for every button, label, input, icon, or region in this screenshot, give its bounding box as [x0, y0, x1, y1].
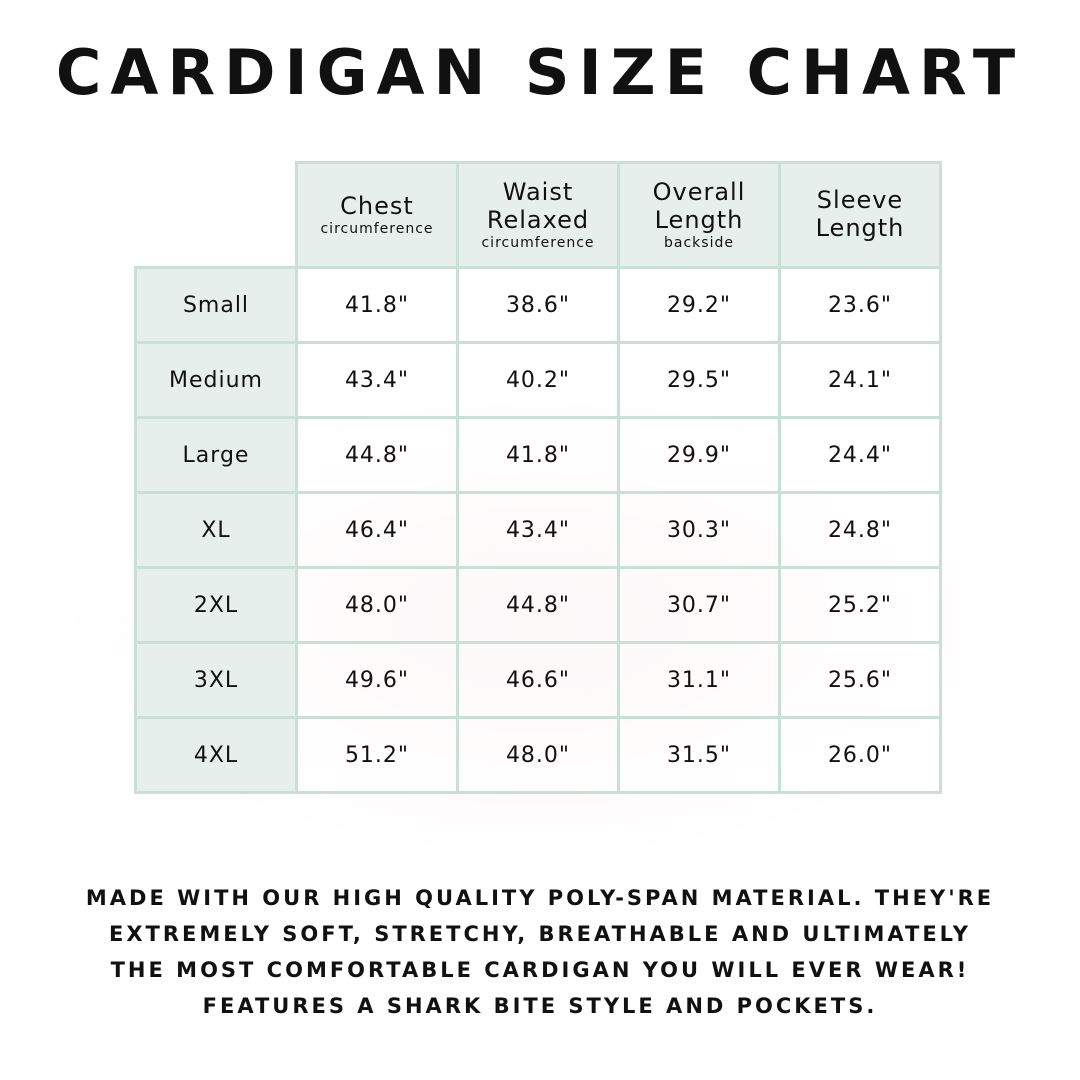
measurement-cell: 38.6" — [456, 266, 620, 344]
measurement-cell: 31.1" — [617, 641, 781, 719]
column-subtitle: backside — [664, 234, 734, 251]
size-label: Large — [134, 416, 298, 494]
size-label: XL — [134, 491, 298, 569]
measurement-cell: 29.5" — [617, 341, 781, 419]
description-line: FEATURES A SHARK BITE STYLE AND POCKETS. — [202, 994, 878, 1018]
column-header: Sleeve Length — [778, 161, 942, 269]
table-row: Medium 43.4" 40.2" 29.5" 24.1" — [134, 341, 942, 419]
measurement-cell: 29.2" — [617, 266, 781, 344]
corner-cell — [135, 162, 298, 269]
column-header: Waist Relaxed circumference — [456, 161, 620, 269]
measurement-cell: 31.5" — [617, 716, 781, 794]
table-row: 4XL 51.2" 48.0" 31.5" 26.0" — [134, 716, 942, 794]
column-title: Chest — [340, 192, 414, 221]
measurement-cell: 26.0" — [778, 716, 942, 794]
size-label: Small — [134, 266, 298, 344]
measurement-cell: 30.7" — [617, 566, 781, 644]
description: MADE WITH OUR HIGH QUALITY POLY-SPAN MAT… — [0, 880, 1080, 1024]
measurement-cell: 51.2" — [295, 716, 459, 794]
measurement-cell: 48.0" — [295, 566, 459, 644]
column-subtitle: circumference — [320, 220, 434, 237]
column-subtitle: circumference — [481, 234, 595, 251]
measurement-cell: 23.6" — [778, 266, 942, 344]
measurement-cell: 24.1" — [778, 341, 942, 419]
measurement-cell: 24.8" — [778, 491, 942, 569]
description-line: EXTREMELY SOFT, STRETCHY, BREATHABLE AND… — [109, 922, 971, 946]
measurement-cell: 48.0" — [456, 716, 620, 794]
measurement-cell: 25.2" — [778, 566, 942, 644]
measurement-cell: 44.8" — [295, 416, 459, 494]
column-title: Waist Relaxed — [486, 178, 590, 234]
measurement-cell: 30.3" — [617, 491, 781, 569]
measurement-cell: 41.8" — [295, 266, 459, 344]
measurement-cell: 29.9" — [617, 416, 781, 494]
header-row: Chest circumference Waist Relaxed circumfer… — [135, 161, 942, 269]
table-row: 3XL 49.6" 46.6" 31.1" 25.6" — [134, 641, 942, 719]
measurement-cell: 43.4" — [456, 491, 620, 569]
measurement-cell: 46.6" — [456, 641, 620, 719]
size-table: Chest circumference Waist Relaxed circumfer… — [134, 161, 942, 794]
measurement-cell: 24.4" — [778, 416, 942, 494]
column-header: Overall Length backside — [617, 161, 781, 269]
measurement-cell: 40.2" — [456, 341, 620, 419]
measurement-cell: 44.8" — [456, 566, 620, 644]
description-line: THE MOST COMFORTABLE CARDIGAN YOU WILL E… — [110, 958, 970, 982]
table-row: 2XL 48.0" 44.8" 30.7" 25.2" — [134, 566, 942, 644]
table-row: XL 46.4" 43.4" 30.3" 24.8" — [134, 491, 942, 569]
page-title: CARDIGAN SIZE CHART — [55, 36, 1025, 109]
measurement-cell: 43.4" — [295, 341, 459, 419]
column-title: Overall Length — [652, 178, 746, 234]
size-label: Medium — [134, 341, 298, 419]
measurement-cell: 46.4" — [295, 491, 459, 569]
column-title: Sleeve Length — [815, 186, 905, 242]
size-label: 3XL — [134, 641, 298, 719]
description-line: MADE WITH OUR HIGH QUALITY POLY-SPAN MAT… — [85, 886, 995, 910]
measurement-cell: 25.6" — [778, 641, 942, 719]
table-row: Small 41.8" 38.6" 29.2" 23.6" — [134, 266, 942, 344]
size-label: 2XL — [134, 566, 298, 644]
table-row: Large 44.8" 41.8" 29.9" 24.4" — [134, 416, 942, 494]
measurement-cell: 41.8" — [456, 416, 620, 494]
size-label: 4XL — [134, 716, 298, 794]
measurement-cell: 49.6" — [295, 641, 459, 719]
column-header: Chest circumference — [295, 161, 459, 269]
